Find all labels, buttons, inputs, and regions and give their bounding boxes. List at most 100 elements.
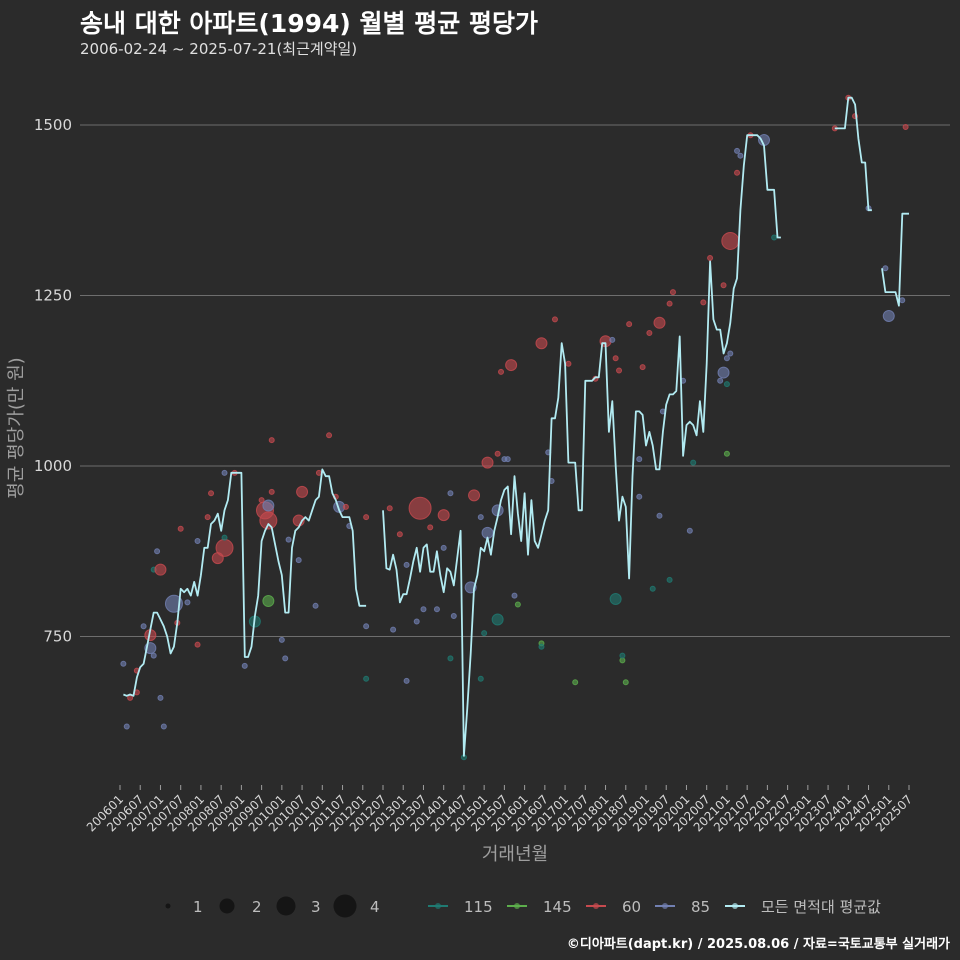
average-line-segment [881,212,909,307]
data-point-85 [450,613,457,620]
data-point-115 [723,381,730,388]
y-tick-label: 750 [43,628,72,646]
legend-size-key [333,894,357,918]
data-point-60 [259,511,278,530]
data-point-60 [666,300,673,307]
legend-color-label: 145 [543,898,572,916]
legend-size-label: 1 [193,898,203,916]
data-point-60 [494,450,501,457]
data-point-85 [477,514,484,521]
data-point-60 [481,456,494,469]
data-point-85 [150,652,157,659]
data-point-85 [363,623,370,630]
data-point-145 [262,595,275,608]
legend: 1 2 3 4 115 145 60 85 모든 면적대 평균값 [165,894,881,918]
legend-size-label: 4 [370,898,380,916]
y-axis-label: 평균 평당가(만 원) [6,357,27,498]
data-point-85 [262,499,275,512]
data-point-60 [408,496,432,520]
data-point-85 [609,336,616,343]
data-point-85 [184,599,191,606]
data-point-60 [669,289,676,296]
data-point-85 [686,527,693,534]
legend-color-dot [514,903,520,909]
data-point-85 [154,548,161,555]
data-point-85 [433,606,440,613]
grid-lines [80,124,950,637]
average-line-segment [382,134,781,757]
data-point-85 [390,626,397,633]
data-point-60 [315,469,322,476]
data-point-60 [326,432,333,439]
data-point-115 [481,630,488,637]
data-point-60 [551,316,558,323]
data-point-60 [468,489,481,502]
data-credit: ©디아파트(dapt.kr) / 2025.08.06 / 자료=국토교통부 실… [566,937,950,952]
data-point-60 [386,505,393,512]
data-point-85 [734,147,741,154]
legend-color-label: 모든 면적대 평균값 [761,898,881,916]
legend-color-label: 115 [464,898,493,916]
data-point-145 [619,657,626,664]
average-line [123,96,909,757]
data-point-115 [538,643,545,650]
data-point-60 [535,337,548,350]
data-point-60 [626,321,633,328]
legend-size-key [165,903,171,909]
data-point-85 [312,602,319,609]
data-point-60 [734,169,741,176]
average-line-segment [834,96,872,212]
data-point-85 [636,493,643,500]
data-point-115 [771,234,778,241]
y-tick-labels: 750 1000 1250 1500 [34,116,72,646]
data-point-60 [616,367,623,374]
data-point-60 [437,509,450,522]
y-tick-label: 1500 [34,116,72,134]
data-point-60 [707,254,714,261]
data-point-60 [154,563,167,576]
data-point-85 [717,377,724,384]
y-tick-label: 1000 [34,457,72,475]
data-point-85 [440,544,447,551]
data-point-85 [636,456,643,463]
data-point-60 [194,641,201,648]
data-point-60 [215,538,234,557]
scatter-points [120,94,909,761]
data-point-85 [882,265,889,272]
data-point-60 [204,514,211,521]
data-point-85 [717,366,730,379]
legend-color-dot [593,903,599,909]
data-point-60 [498,368,505,375]
data-point-85 [194,538,201,545]
data-point-85 [447,490,454,497]
data-point-60 [653,316,666,329]
data-point-85 [221,469,228,476]
y-tick-label: 1250 [34,287,72,305]
data-point-60 [505,359,518,372]
data-point-85 [278,636,285,643]
legend-color-dot [732,903,738,909]
data-point-145 [723,450,730,457]
legend-size-key [276,896,296,916]
data-point-60 [208,490,215,497]
data-point-85 [140,623,147,630]
data-point-85 [157,694,164,701]
legend-size-label: 3 [311,898,321,916]
data-point-85 [403,677,410,684]
data-point-85 [403,561,410,568]
data-point-85 [882,309,895,322]
data-point-85 [727,350,734,357]
data-point-60 [427,524,434,531]
data-point-115 [477,675,484,682]
data-point-145 [572,679,579,686]
x-tick-labels: 2006012006072007012007072008012008072009… [84,785,915,835]
data-point-60 [721,231,740,250]
data-point-60 [902,124,909,131]
data-point-60 [639,364,646,371]
data-point-60 [612,355,619,362]
data-point-85 [656,512,663,519]
data-point-85 [282,655,289,662]
data-point-115 [221,534,228,541]
x-axis-label: 거래년월 [482,844,548,865]
